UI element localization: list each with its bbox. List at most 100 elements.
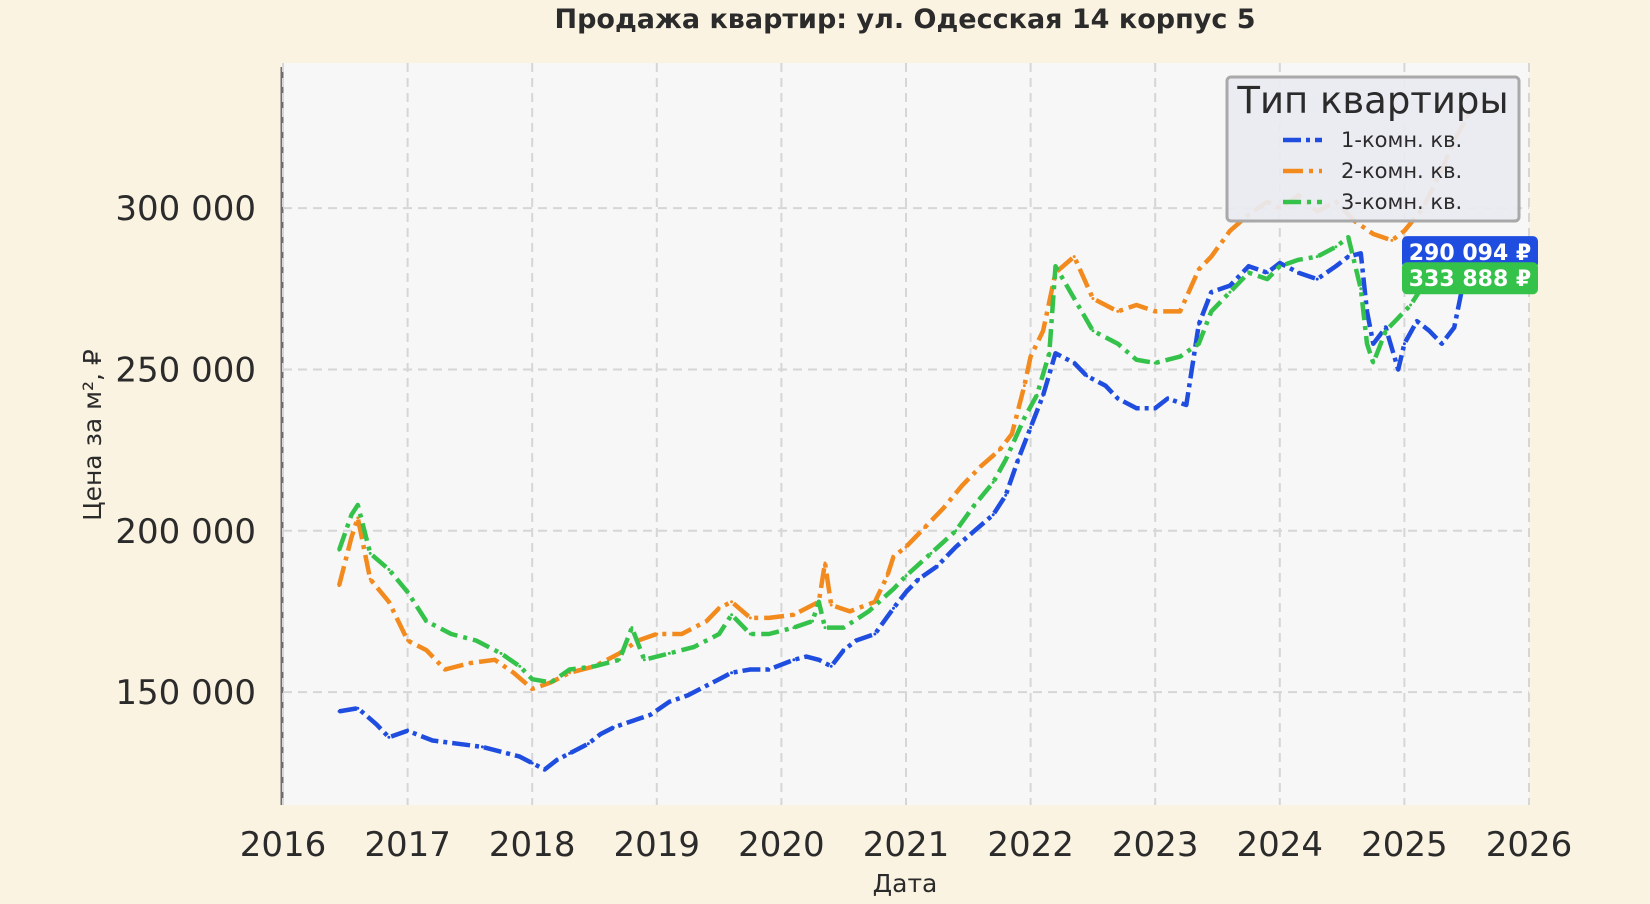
data-point: [530, 687, 534, 691]
x-axis-label: Дата: [873, 869, 938, 898]
x-tick-label: 2025: [1361, 825, 1448, 865]
data-point: [1365, 342, 1369, 346]
data-point: [518, 664, 522, 668]
data-point: [1297, 258, 1300, 262]
data-point: [530, 761, 534, 765]
end-label-text: 290 094 ₽: [1409, 241, 1531, 266]
data-point: [1228, 290, 1232, 294]
data-point: [817, 600, 821, 604]
legend-item: 2-комн. кв.: [1283, 159, 1462, 183]
data-point: [1396, 368, 1400, 371]
y-tick-label: 150 000: [115, 673, 256, 713]
data-point: [954, 529, 958, 533]
data-point: [730, 671, 734, 675]
data-point: [748, 668, 752, 671]
end-label-badge: [1402, 262, 1538, 295]
data-point: [979, 464, 983, 468]
data-point: [611, 726, 615, 730]
data-point: [917, 577, 920, 581]
x-tick-label: 2026: [1486, 825, 1573, 865]
legend-box: [1225, 75, 1521, 223]
data-point: [617, 658, 621, 662]
x-tick-labels: 2016 2017 2018 2019 2020 2021 2022 2023 2024 2025…: [240, 825, 1573, 865]
data-point: [885, 574, 889, 578]
data-point: [337, 584, 341, 588]
x-tick-label: 2023: [1112, 825, 1199, 865]
data-point: [1016, 458, 1020, 462]
legend-entry-label: 1-комн. кв.: [1341, 128, 1462, 152]
data-point: [1054, 264, 1057, 268]
data-point: [1010, 432, 1014, 436]
data-point: [1116, 342, 1120, 346]
y-axis-label: Цена за м², ₽: [78, 349, 107, 521]
y-tick-label: 200 000: [115, 512, 256, 552]
data-point: [1197, 268, 1201, 271]
data-point: [973, 529, 976, 533]
data-point: [499, 651, 503, 655]
data-point: [1197, 322, 1201, 326]
data-point: [455, 742, 459, 746]
data-point: [1103, 384, 1107, 388]
data-point: [1022, 384, 1026, 388]
data-point: [480, 745, 484, 749]
data-point: [1047, 351, 1051, 355]
data-point: [973, 503, 976, 507]
data-point: [1315, 255, 1319, 259]
data-point: [667, 700, 671, 704]
legend-item: 1-комн. кв.: [1283, 128, 1462, 152]
data-point: [1278, 264, 1282, 268]
data-point: [1184, 403, 1188, 407]
y-tick-label: 250 000: [115, 350, 256, 390]
data-point: [804, 655, 808, 659]
data-point: [468, 661, 472, 665]
x-tick-label: 2022: [987, 825, 1074, 865]
end-label-badge: [1402, 236, 1538, 269]
data-point: [991, 513, 995, 517]
data-point: [1440, 342, 1444, 346]
data-point: [406, 590, 410, 594]
x-tick-label: 2016: [240, 825, 327, 865]
data-point: [829, 603, 833, 607]
y-tick-labels: 150 000 200 000 250 000 300 000: [115, 189, 256, 713]
data-point: [1135, 358, 1138, 362]
data-point: [1359, 287, 1363, 291]
data-point: [1228, 284, 1232, 288]
data-point: [549, 680, 553, 684]
data-point: [941, 506, 945, 510]
data-point: [1209, 255, 1213, 259]
data-point: [518, 755, 522, 759]
data-point: [1116, 309, 1120, 313]
x-tick-label: 2021: [863, 825, 950, 865]
data-point: [443, 668, 447, 671]
data-point: [424, 648, 428, 652]
data-point: [892, 606, 895, 610]
end-label-text: 333 888 ₽: [1409, 267, 1531, 292]
data-point: [923, 526, 927, 530]
x-tick-label: 2018: [489, 825, 576, 865]
data-point: [829, 664, 833, 668]
data-point: [1153, 309, 1157, 313]
data-point: [1166, 397, 1170, 400]
data-point: [873, 600, 877, 604]
data-point: [374, 722, 378, 726]
data-point: [356, 706, 360, 710]
data-point: [1085, 374, 1089, 378]
data-point: [1409, 303, 1413, 307]
data-point: [387, 735, 391, 739]
data-point: [337, 709, 341, 713]
data-point: [555, 758, 559, 762]
data-point: [1091, 297, 1095, 300]
data-point: [1004, 458, 1008, 462]
data-point: [1153, 406, 1157, 410]
data-point: [350, 513, 353, 517]
data-point: [1029, 426, 1033, 429]
data-point: [823, 626, 827, 630]
data-point: [1384, 329, 1388, 333]
data-point: [655, 632, 659, 636]
data-point: [1228, 229, 1232, 233]
data-point: [792, 613, 796, 617]
data-point: [892, 555, 895, 559]
data-point: [854, 639, 858, 642]
data-point: [811, 619, 814, 623]
data-point: [1452, 326, 1456, 329]
